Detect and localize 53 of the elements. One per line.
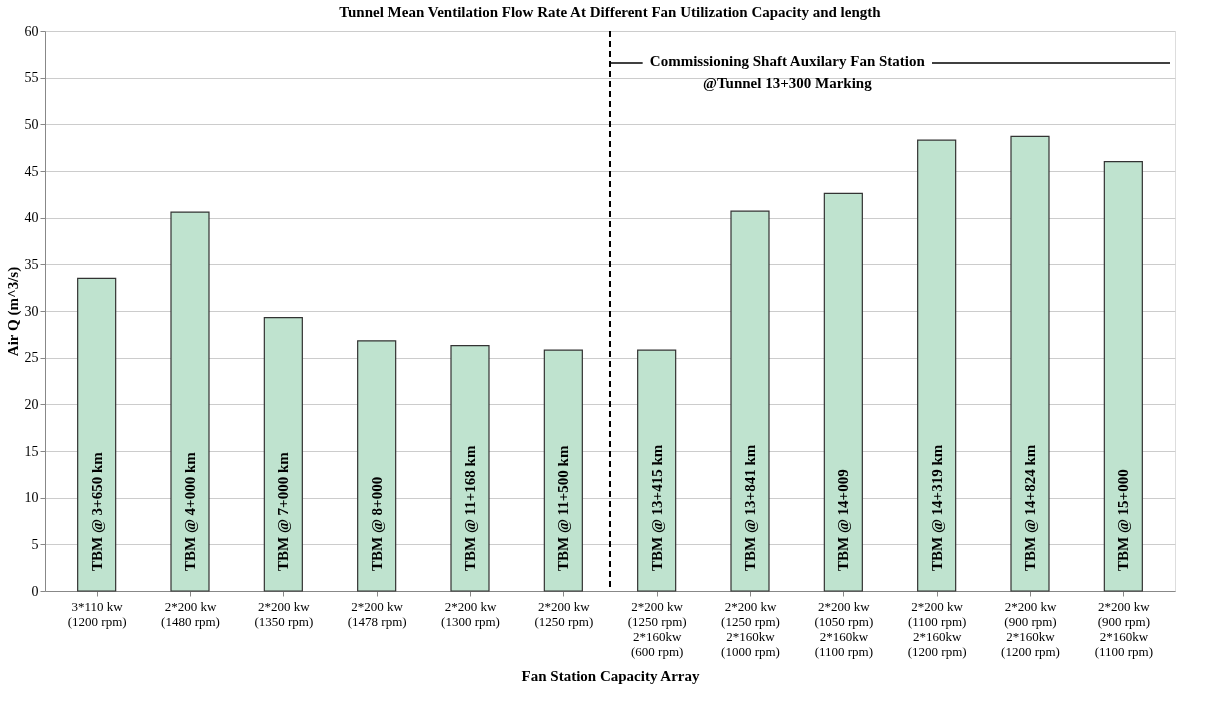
x-axis-title: Fan Station Capacity Array bbox=[521, 667, 700, 684]
bar bbox=[1103, 161, 1143, 592]
y-tick-label: 45 bbox=[24, 163, 39, 179]
bar bbox=[263, 316, 303, 592]
bar bbox=[77, 277, 117, 592]
y-tick-label: 0 bbox=[31, 583, 39, 599]
annotation: TBM @ 13+841 km bbox=[742, 444, 758, 571]
y-tick-label: 40 bbox=[24, 210, 39, 226]
annotation: TBM @ 14+319 km bbox=[928, 444, 945, 571]
y-tick-label: 30 bbox=[24, 303, 39, 319]
y-tick-label: 35 bbox=[24, 256, 39, 272]
y-tick-label: 50 bbox=[24, 116, 39, 132]
bar bbox=[730, 210, 770, 592]
bar bbox=[637, 349, 677, 592]
x-tick-label: 2*200 kw (1300 rpm) bbox=[441, 598, 500, 629]
annotation: TBM @ 8+000 bbox=[368, 476, 385, 571]
bar bbox=[823, 192, 863, 592]
x-tick-label: 2*200 kw (1250 rpm) bbox=[534, 598, 594, 629]
ref-line-label: Commissioning Shaft Auxilary Fan Station @Tunnel 13+300 Marking bbox=[649, 52, 926, 91]
bar bbox=[170, 211, 210, 592]
bar bbox=[917, 139, 957, 592]
y-tick-label: 15 bbox=[24, 443, 39, 459]
x-tick-label: 2*200 kw (1350 rpm) bbox=[254, 598, 314, 629]
x-tick-label: 2*200 kw (1478 rpm) bbox=[347, 598, 407, 629]
annotation: TBM @ 15+000 bbox=[1115, 469, 1132, 571]
y-axis-title: Air Q (m^3/s) bbox=[4, 266, 22, 357]
annotation: TBM @ 4+000 km bbox=[182, 451, 198, 571]
x-tick-label: 2*200 kw (1100 rpm) 2*160kw (1200 rpm) bbox=[907, 598, 967, 659]
annotation: TBM @ 11+168 km bbox=[462, 445, 478, 571]
y-tick-label: 10 bbox=[24, 490, 39, 506]
annotation: TBM @ 14+824 km bbox=[1022, 444, 1038, 571]
x-tick-label: 2*200 kw (900 rpm) 2*160kw (1200 rpm) bbox=[1001, 598, 1060, 659]
bar bbox=[1010, 135, 1050, 592]
annotation: TBM @ 11+500 km bbox=[555, 445, 572, 571]
x-tick-label: 2*200 kw (1250 rpm) 2*160kw (600 rpm) bbox=[627, 598, 687, 659]
y-tick-label: 20 bbox=[24, 396, 39, 412]
y-tick-label: 5 bbox=[31, 536, 39, 552]
bar bbox=[357, 340, 397, 592]
x-tick-label: 2*200 kw (1250 rpm) 2*160kw (1000 rpm) bbox=[721, 598, 780, 659]
annotation: TBM @ 7+000 km bbox=[275, 451, 292, 571]
chart-title: Tunnel Mean Ventilation Flow Rate At Different Fan Utilization Capacity and length bbox=[339, 4, 882, 20]
y-tick-label: 55 bbox=[24, 70, 39, 86]
annotation: TBM @ 14+009 bbox=[835, 469, 852, 571]
bar bbox=[543, 349, 583, 592]
y-tick-label: 25 bbox=[24, 350, 39, 366]
annotation: TBM @ 13+415 km bbox=[648, 444, 665, 571]
bar bbox=[450, 344, 490, 592]
x-tick-label: 2*200 kw (1480 rpm) bbox=[161, 598, 220, 629]
y-tick-label: 60 bbox=[24, 23, 39, 39]
x-tick-label: 2*200 kw (900 rpm) 2*160kw (1100 rpm) bbox=[1094, 598, 1154, 659]
x-tick-label: 2*200 kw (1050 rpm) 2*160kw (1100 rpm) bbox=[814, 598, 874, 659]
annotation: TBM @ 3+650 km bbox=[88, 451, 105, 571]
x-tick-label: 3*110 kw (1200 rpm) bbox=[67, 598, 127, 629]
